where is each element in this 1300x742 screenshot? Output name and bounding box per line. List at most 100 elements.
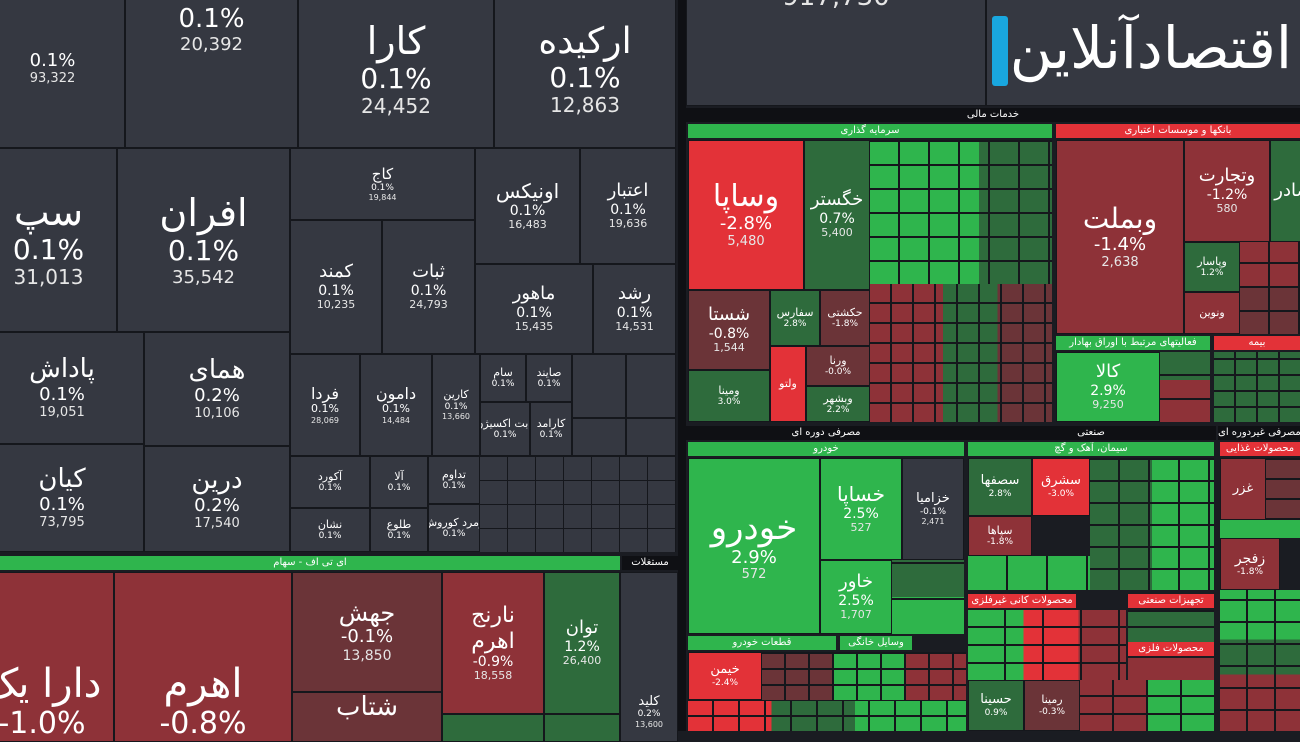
treemap-tile[interactable]: کالا 2.9% 9,250	[1056, 352, 1160, 422]
treemap-tile[interactable]: افران 0.1% 35,542	[117, 148, 290, 332]
treemap-tile[interactable]: شتاب	[292, 692, 442, 742]
treemap-tile[interactable]: وساپا -2.8% 5,480	[688, 140, 804, 290]
group-header-insurance[interactable]: بیمه	[1214, 336, 1300, 350]
treemap-tile[interactable]: حسینا 0.9%	[968, 680, 1024, 731]
treemap-tile[interactable]	[626, 354, 676, 418]
treemap-tile[interactable]: خاور 2.5% 1,707	[820, 560, 892, 634]
tile-symbol: وپاسار	[1197, 254, 1227, 268]
treemap-tile[interactable]: 0.1% 93,322	[0, 0, 125, 148]
group-header-securities[interactable]: فعالیتهای مرتبط با اوراق بهادار	[1056, 336, 1210, 350]
treemap-tile[interactable]: ونوین	[1184, 292, 1240, 334]
treemap-tile[interactable]	[626, 418, 676, 456]
sector-header-noncyclical[interactable]: مصرفی غیردوره ای	[1218, 426, 1300, 440]
treemap-tile[interactable]: ومینا 3.0%	[688, 370, 770, 422]
group-header-cement[interactable]: سیمان، آهک و گچ	[968, 442, 1214, 456]
group-header-metal[interactable]: محصولات فلزی	[1128, 642, 1214, 656]
treemap-tile[interactable]: خگستر 0.7% 5,400	[804, 140, 870, 290]
treemap-tile[interactable]: سپ 0.1% 31,013	[0, 148, 117, 332]
treemap-tile[interactable]: ثابت اکسیژن 0.1%	[480, 402, 530, 456]
treemap-tile[interactable]: کارین 0.1% 13,660	[432, 354, 480, 456]
tile-change: -3.0%	[1047, 489, 1075, 500]
treemap-tile[interactable]: سام 0.1%	[480, 354, 526, 402]
treemap-tile[interactable]: سصفها 2.8%	[968, 458, 1032, 516]
tile-change: 0.1%	[444, 401, 468, 412]
treemap-tile[interactable]: وبملت -1.4% 2,638	[1056, 140, 1184, 334]
treemap-tile[interactable]: توان 1.2% 26,400	[544, 572, 620, 714]
treemap-tile[interactable]: رشد 0.1% 14,531	[593, 264, 676, 354]
treemap-tile[interactable]: جهش -0.1% 13,850	[292, 572, 442, 692]
treemap-tile[interactable]	[442, 714, 544, 742]
treemap-tile[interactable]: زفجر -1.8%	[1220, 538, 1280, 590]
treemap-tile[interactable]: شستا -0.8% 1,544	[688, 290, 770, 370]
group-header-nonmetal[interactable]: محصولات کانی غیرفلزی	[968, 594, 1076, 608]
tile-symbol: فردا	[310, 383, 340, 403]
treemap-tile[interactable]: خزامیا -0.1% 2,471	[902, 458, 964, 560]
treemap-tile[interactable]: ثبات 0.1% 24,793	[382, 220, 475, 354]
treemap-tile[interactable]: کمند 0.1% 10,235	[290, 220, 382, 354]
sector-header-finance[interactable]: خدمات مالی	[686, 108, 1300, 122]
treemap-tile[interactable]: خساپا 2.5% 527	[820, 458, 902, 560]
treemap-tile[interactable]	[986, 0, 1300, 106]
treemap-tile[interactable]: اعتبار 0.1% 19,636	[580, 148, 676, 264]
group-header-food[interactable]: محصولات غذایی	[1220, 442, 1300, 456]
group-header-appliances[interactable]: وسایل خانگی	[840, 636, 912, 650]
treemap-tile[interactable]: خودرو 2.9% 572	[688, 458, 820, 634]
treemap-tile[interactable]	[544, 714, 620, 742]
group-header-misc[interactable]: مستغلات	[622, 556, 678, 570]
treemap-tile[interactable]: ولتو	[770, 346, 806, 422]
treemap-tile[interactable]: وبصادر	[1270, 140, 1300, 242]
sector-header-cyclical[interactable]: مصرفی دوره ای	[686, 426, 966, 440]
tile-volume: 16,483	[508, 218, 547, 232]
tile-volume: 10,106	[194, 405, 240, 421]
treemap-tile[interactable]: تداوم 0.1%	[428, 456, 480, 504]
treemap-tile[interactable]: غزر	[1220, 458, 1266, 520]
tile-change: -1.2%	[1206, 186, 1248, 203]
treemap-tile[interactable]: کلید 0.2% 13,600	[620, 572, 678, 742]
group-header-parts[interactable]: قطعات خودرو	[688, 636, 836, 650]
treemap-tile[interactable]: اونیکس 0.1% 16,483	[475, 148, 580, 264]
treemap-tile[interactable]: دامون 0.1% 14,484	[360, 354, 432, 456]
treemap-tile[interactable]: نارنج اهرم -0.9% 18,558	[442, 572, 544, 714]
treemap-tile[interactable]: پاداش 0.1% 19,051	[0, 332, 144, 444]
treemap-tile[interactable]: آکورد 0.1%	[290, 456, 370, 508]
treemap-tile[interactable]: 917,730	[686, 0, 986, 106]
treemap-tile[interactable]: نشان 0.1%	[290, 508, 370, 552]
treemap-tile[interactable]: کارا 0.1% 24,452	[298, 0, 494, 148]
treemap-tile[interactable]: ورنا -0.0%	[806, 346, 870, 386]
site-logo[interactable]: اقتصادآنلاین	[992, 8, 1294, 88]
treemap-tile[interactable]: آلا 0.1%	[370, 456, 428, 508]
treemap-tile[interactable]: کارامد 0.1%	[530, 402, 572, 456]
sector-header-industrial[interactable]: صنعتی	[966, 426, 1216, 440]
group-header-etf[interactable]: ای تی اف - سهام	[0, 556, 620, 570]
group-header-investment[interactable]: سرمایه گذاری	[688, 124, 1052, 138]
treemap-tile[interactable]: وبشهر 2.2%	[806, 386, 870, 422]
treemap-tile[interactable]: اهرم -0.8%	[114, 572, 292, 742]
treemap-tile[interactable]: سفارس 2.8%	[770, 290, 820, 346]
tile-symbol: نشان	[317, 517, 343, 531]
treemap-tile[interactable]: سشرق -3.0%	[1032, 458, 1090, 516]
treemap-tile[interactable]: فردا 0.1% 28,069	[290, 354, 360, 456]
treemap-tile[interactable]: سپاها -1.8%	[968, 516, 1032, 556]
treemap-tile[interactable]: رمینا -0.3%	[1024, 680, 1080, 731]
group-header-equipment[interactable]: تجهیزات صنعتی	[1128, 594, 1214, 608]
treemap-tile[interactable]	[572, 354, 626, 418]
treemap-tile[interactable]: زمرد کوروش 0.1%	[428, 504, 480, 552]
treemap-tile[interactable]: کاج 0.1% 19,844	[290, 148, 475, 220]
treemap-tile[interactable]: صایند 0.1%	[526, 354, 572, 402]
treemap-tile[interactable]: همای 0.2% 10,106	[144, 332, 290, 446]
treemap-tile[interactable]: کیان 0.1% 73,795	[0, 444, 144, 552]
treemap-tile[interactable]: ارکیده 0.1% 12,863	[494, 0, 676, 148]
treemap-tile[interactable]: وتجارت -1.2% 580	[1184, 140, 1270, 242]
treemap-tile[interactable]	[572, 418, 626, 456]
tile-volume: 20,392	[180, 33, 243, 55]
treemap-tile[interactable]: حکشتی -1.8%	[820, 290, 870, 346]
treemap-tile[interactable]: ماهور 0.1% 15,435	[475, 264, 593, 354]
treemap-tile[interactable]: دارا یک -1.0%	[0, 572, 114, 742]
treemap-tile[interactable]: وپاسار 1.2%	[1184, 242, 1240, 292]
treemap-tile[interactable]: طلوع 0.1%	[370, 508, 428, 552]
treemap-tile[interactable]: درین 0.2% 17,540	[144, 446, 290, 552]
group-header-banks[interactable]: بانکها و موسسات اعتباری	[1056, 124, 1300, 138]
group-header-auto[interactable]: خودرو	[688, 442, 964, 456]
treemap-tile[interactable]: خیمن -2.4%	[688, 652, 762, 700]
treemap-tile[interactable]: 0.1% 20,392	[125, 0, 298, 148]
